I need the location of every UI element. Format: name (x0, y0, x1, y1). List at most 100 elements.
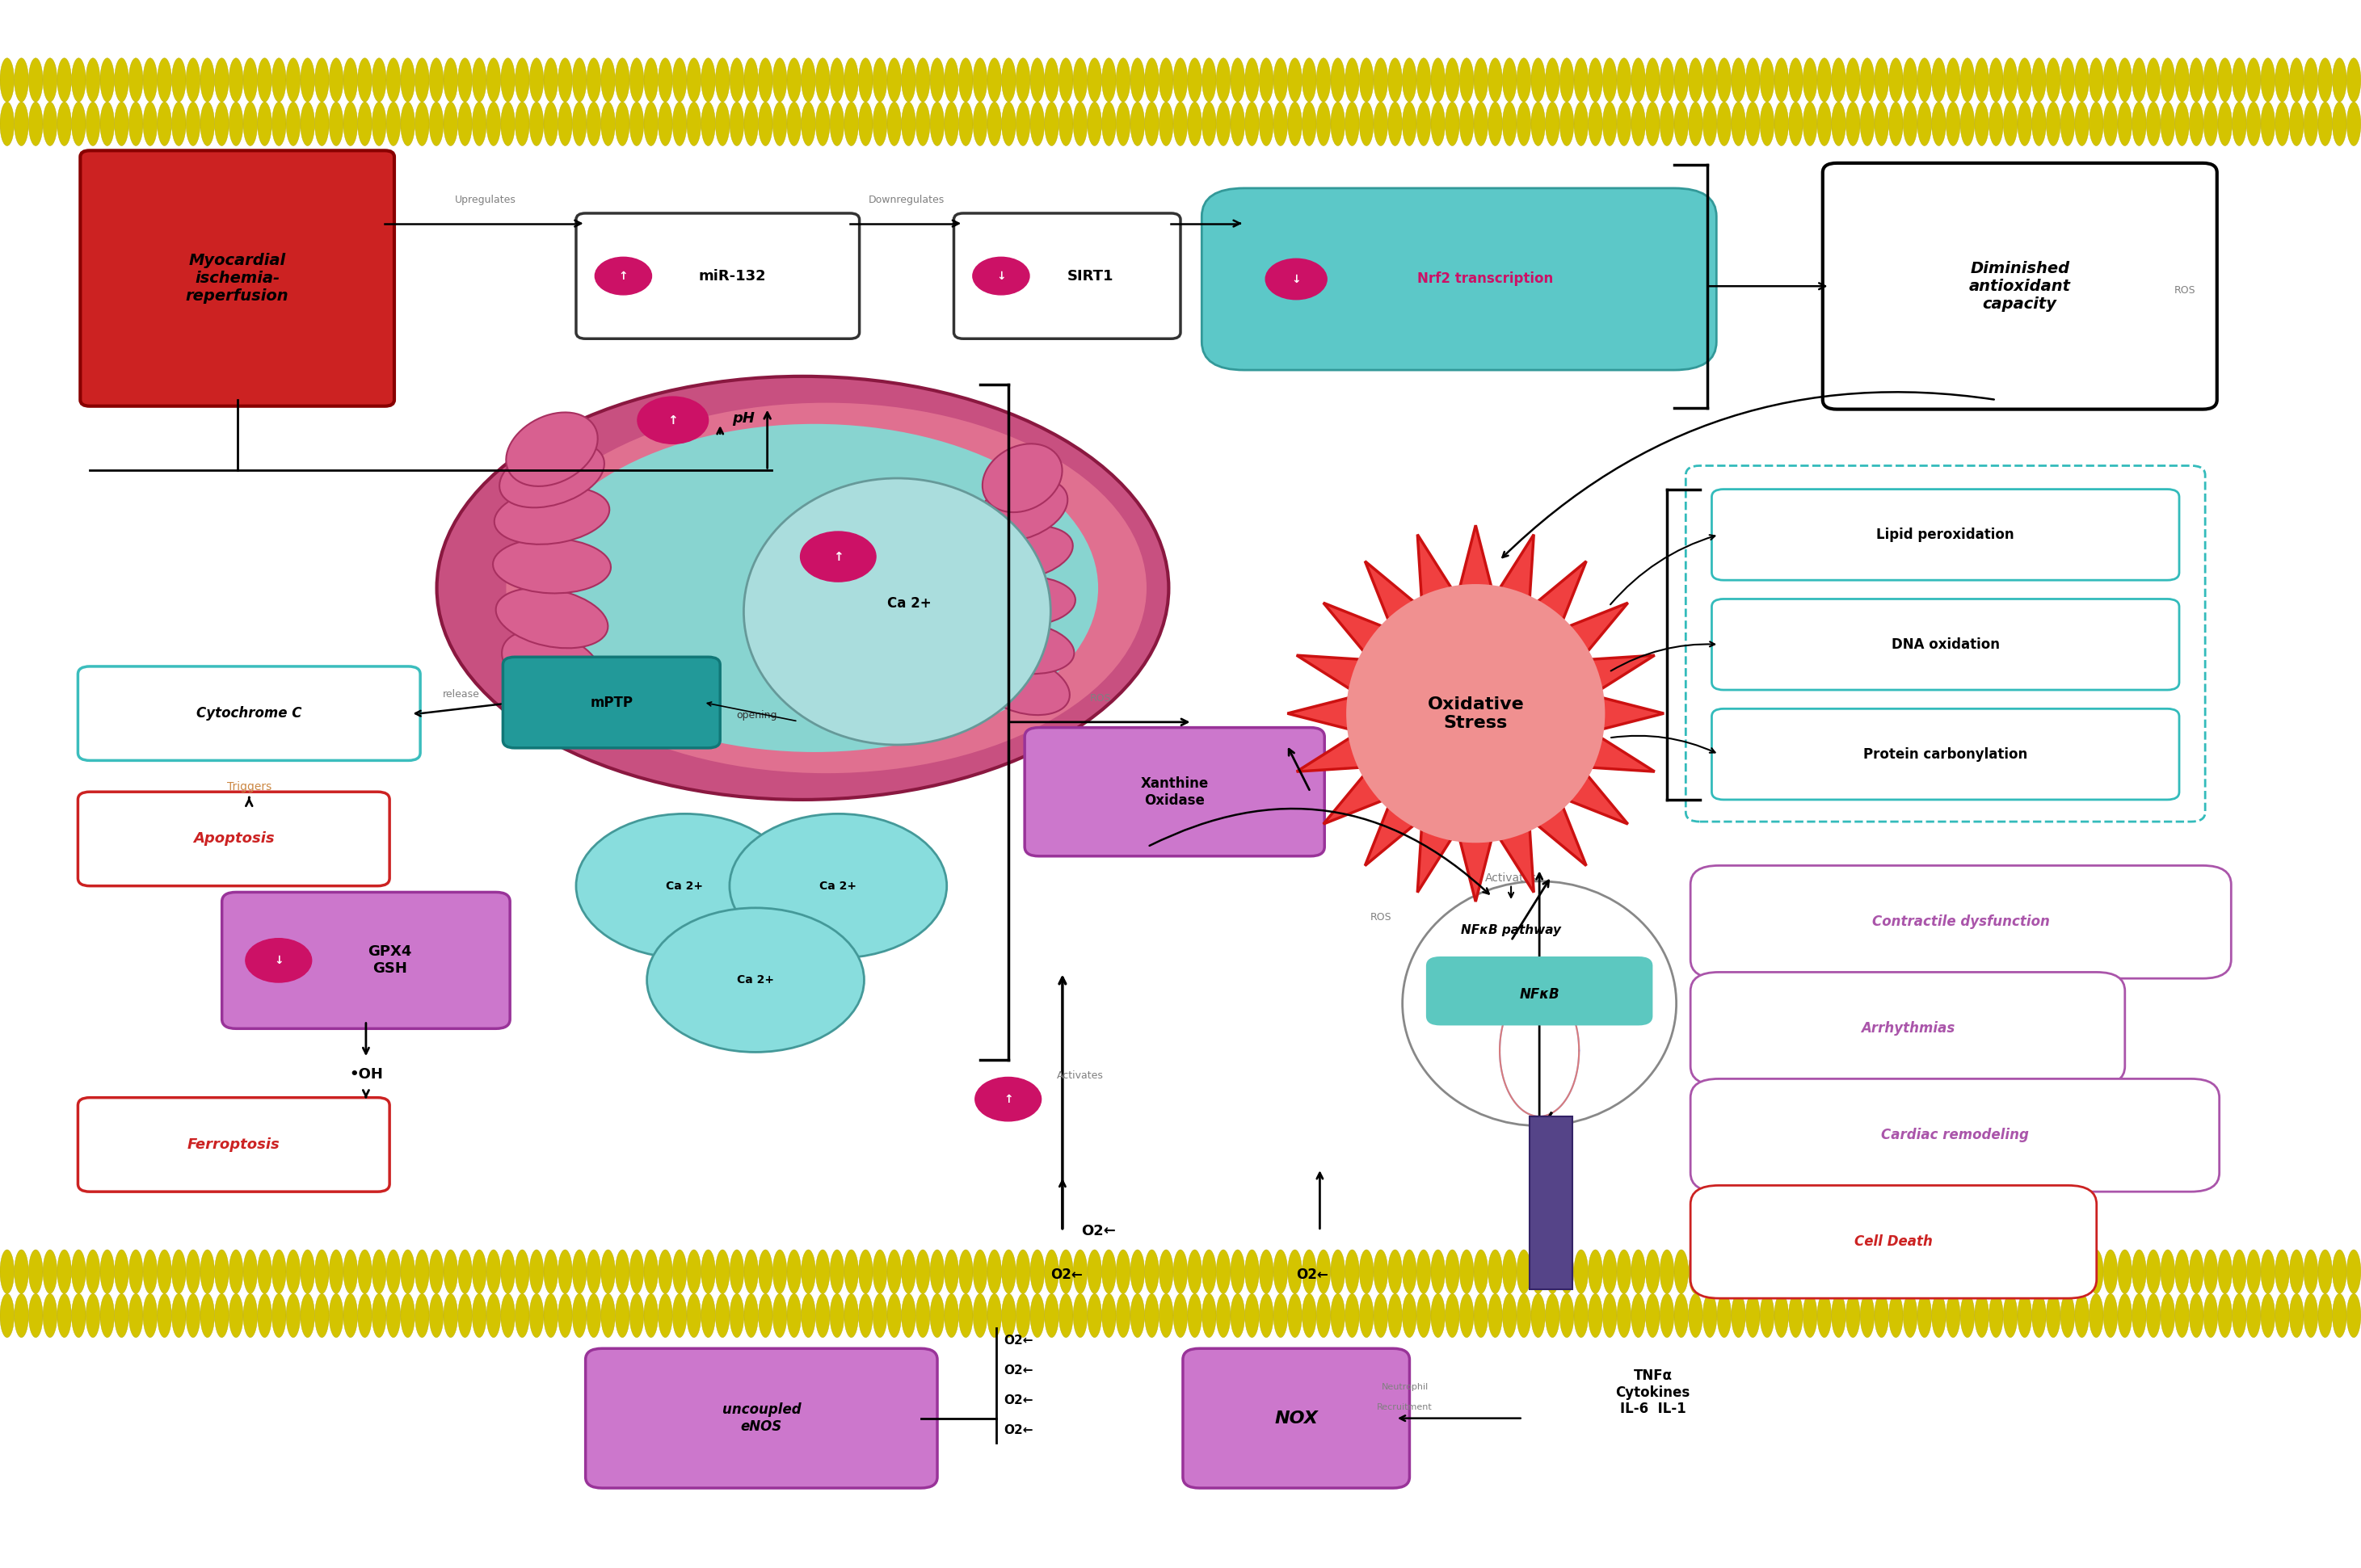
Ellipse shape (944, 102, 959, 146)
Ellipse shape (874, 58, 888, 102)
Ellipse shape (1159, 1250, 1173, 1294)
Ellipse shape (1074, 58, 1088, 102)
Ellipse shape (508, 662, 595, 737)
Ellipse shape (1731, 1294, 1745, 1338)
Ellipse shape (2290, 58, 2304, 102)
Ellipse shape (444, 58, 458, 102)
Ellipse shape (1202, 1250, 1216, 1294)
Ellipse shape (1044, 58, 1058, 102)
Ellipse shape (531, 423, 1098, 753)
Ellipse shape (130, 1250, 144, 1294)
Text: ↓: ↓ (274, 955, 283, 966)
Ellipse shape (1074, 102, 1088, 146)
Text: uncoupled
eNOS: uncoupled eNOS (722, 1403, 800, 1433)
Ellipse shape (845, 1250, 859, 1294)
Ellipse shape (99, 1294, 113, 1338)
Ellipse shape (2174, 1250, 2189, 1294)
Ellipse shape (314, 1250, 328, 1294)
Ellipse shape (1745, 58, 1759, 102)
Ellipse shape (571, 102, 586, 146)
Ellipse shape (1473, 102, 1487, 146)
Ellipse shape (630, 1294, 645, 1338)
Ellipse shape (2276, 1294, 2290, 1338)
Ellipse shape (243, 1294, 257, 1338)
Text: O2←: O2← (1051, 1267, 1084, 1283)
Ellipse shape (1145, 58, 1159, 102)
Ellipse shape (730, 1294, 744, 1338)
Ellipse shape (1117, 1250, 1131, 1294)
Ellipse shape (229, 102, 243, 146)
Ellipse shape (602, 58, 616, 102)
Ellipse shape (1804, 58, 1818, 102)
Ellipse shape (1402, 102, 1417, 146)
Ellipse shape (1775, 1294, 1790, 1338)
Ellipse shape (501, 1294, 515, 1338)
Circle shape (800, 532, 876, 582)
Ellipse shape (328, 1294, 342, 1338)
Ellipse shape (99, 58, 113, 102)
Ellipse shape (973, 58, 987, 102)
Ellipse shape (1216, 58, 1230, 102)
Ellipse shape (1202, 1294, 1216, 1338)
Ellipse shape (1258, 102, 1273, 146)
Ellipse shape (543, 102, 557, 146)
Ellipse shape (359, 102, 373, 146)
Ellipse shape (1388, 102, 1402, 146)
Text: Xanthine
Oxidase: Xanthine Oxidase (1140, 776, 1209, 808)
Ellipse shape (1631, 102, 1646, 146)
Ellipse shape (1530, 102, 1544, 146)
Text: ↑: ↑ (668, 414, 678, 426)
Ellipse shape (158, 1294, 172, 1338)
Ellipse shape (2061, 1294, 2075, 1338)
Ellipse shape (387, 1294, 401, 1338)
Ellipse shape (973, 102, 987, 146)
Text: NFκB: NFκB (1520, 986, 1558, 1002)
Circle shape (1265, 259, 1327, 299)
Ellipse shape (1317, 58, 1332, 102)
Ellipse shape (859, 1250, 874, 1294)
Ellipse shape (272, 102, 286, 146)
Ellipse shape (744, 58, 758, 102)
Ellipse shape (1001, 1250, 1015, 1294)
Ellipse shape (1374, 1250, 1388, 1294)
Ellipse shape (1445, 58, 1459, 102)
Ellipse shape (1258, 1294, 1273, 1338)
Ellipse shape (970, 621, 1074, 674)
Ellipse shape (2146, 1294, 2160, 1338)
Ellipse shape (529, 1250, 543, 1294)
Ellipse shape (1473, 1294, 1487, 1338)
Ellipse shape (1846, 1250, 1860, 1294)
Ellipse shape (1589, 1250, 1603, 1294)
Ellipse shape (1346, 1250, 1360, 1294)
Ellipse shape (1561, 58, 1575, 102)
Ellipse shape (1646, 102, 1660, 146)
Ellipse shape (1131, 58, 1145, 102)
FancyBboxPatch shape (1712, 709, 2179, 800)
Ellipse shape (2132, 102, 2146, 146)
Ellipse shape (1617, 1250, 1631, 1294)
Ellipse shape (1759, 58, 1773, 102)
FancyBboxPatch shape (222, 892, 510, 1029)
Ellipse shape (772, 1250, 786, 1294)
Ellipse shape (1417, 58, 1431, 102)
Ellipse shape (1674, 58, 1688, 102)
Ellipse shape (328, 1250, 342, 1294)
FancyBboxPatch shape (586, 1348, 937, 1488)
Ellipse shape (458, 102, 472, 146)
Ellipse shape (645, 1294, 659, 1338)
Ellipse shape (2033, 58, 2047, 102)
Ellipse shape (1832, 1294, 1846, 1338)
Ellipse shape (586, 58, 600, 102)
Text: Cell Death: Cell Death (1853, 1234, 1934, 1250)
Ellipse shape (187, 1294, 201, 1338)
Ellipse shape (1029, 1294, 1044, 1338)
Text: Ferroptosis: Ferroptosis (187, 1137, 281, 1152)
Ellipse shape (130, 102, 144, 146)
Ellipse shape (1502, 58, 1516, 102)
Ellipse shape (2146, 1250, 2160, 1294)
Ellipse shape (1402, 881, 1676, 1126)
Ellipse shape (1516, 58, 1530, 102)
Ellipse shape (1360, 1250, 1374, 1294)
Ellipse shape (800, 58, 815, 102)
Ellipse shape (1646, 1250, 1660, 1294)
